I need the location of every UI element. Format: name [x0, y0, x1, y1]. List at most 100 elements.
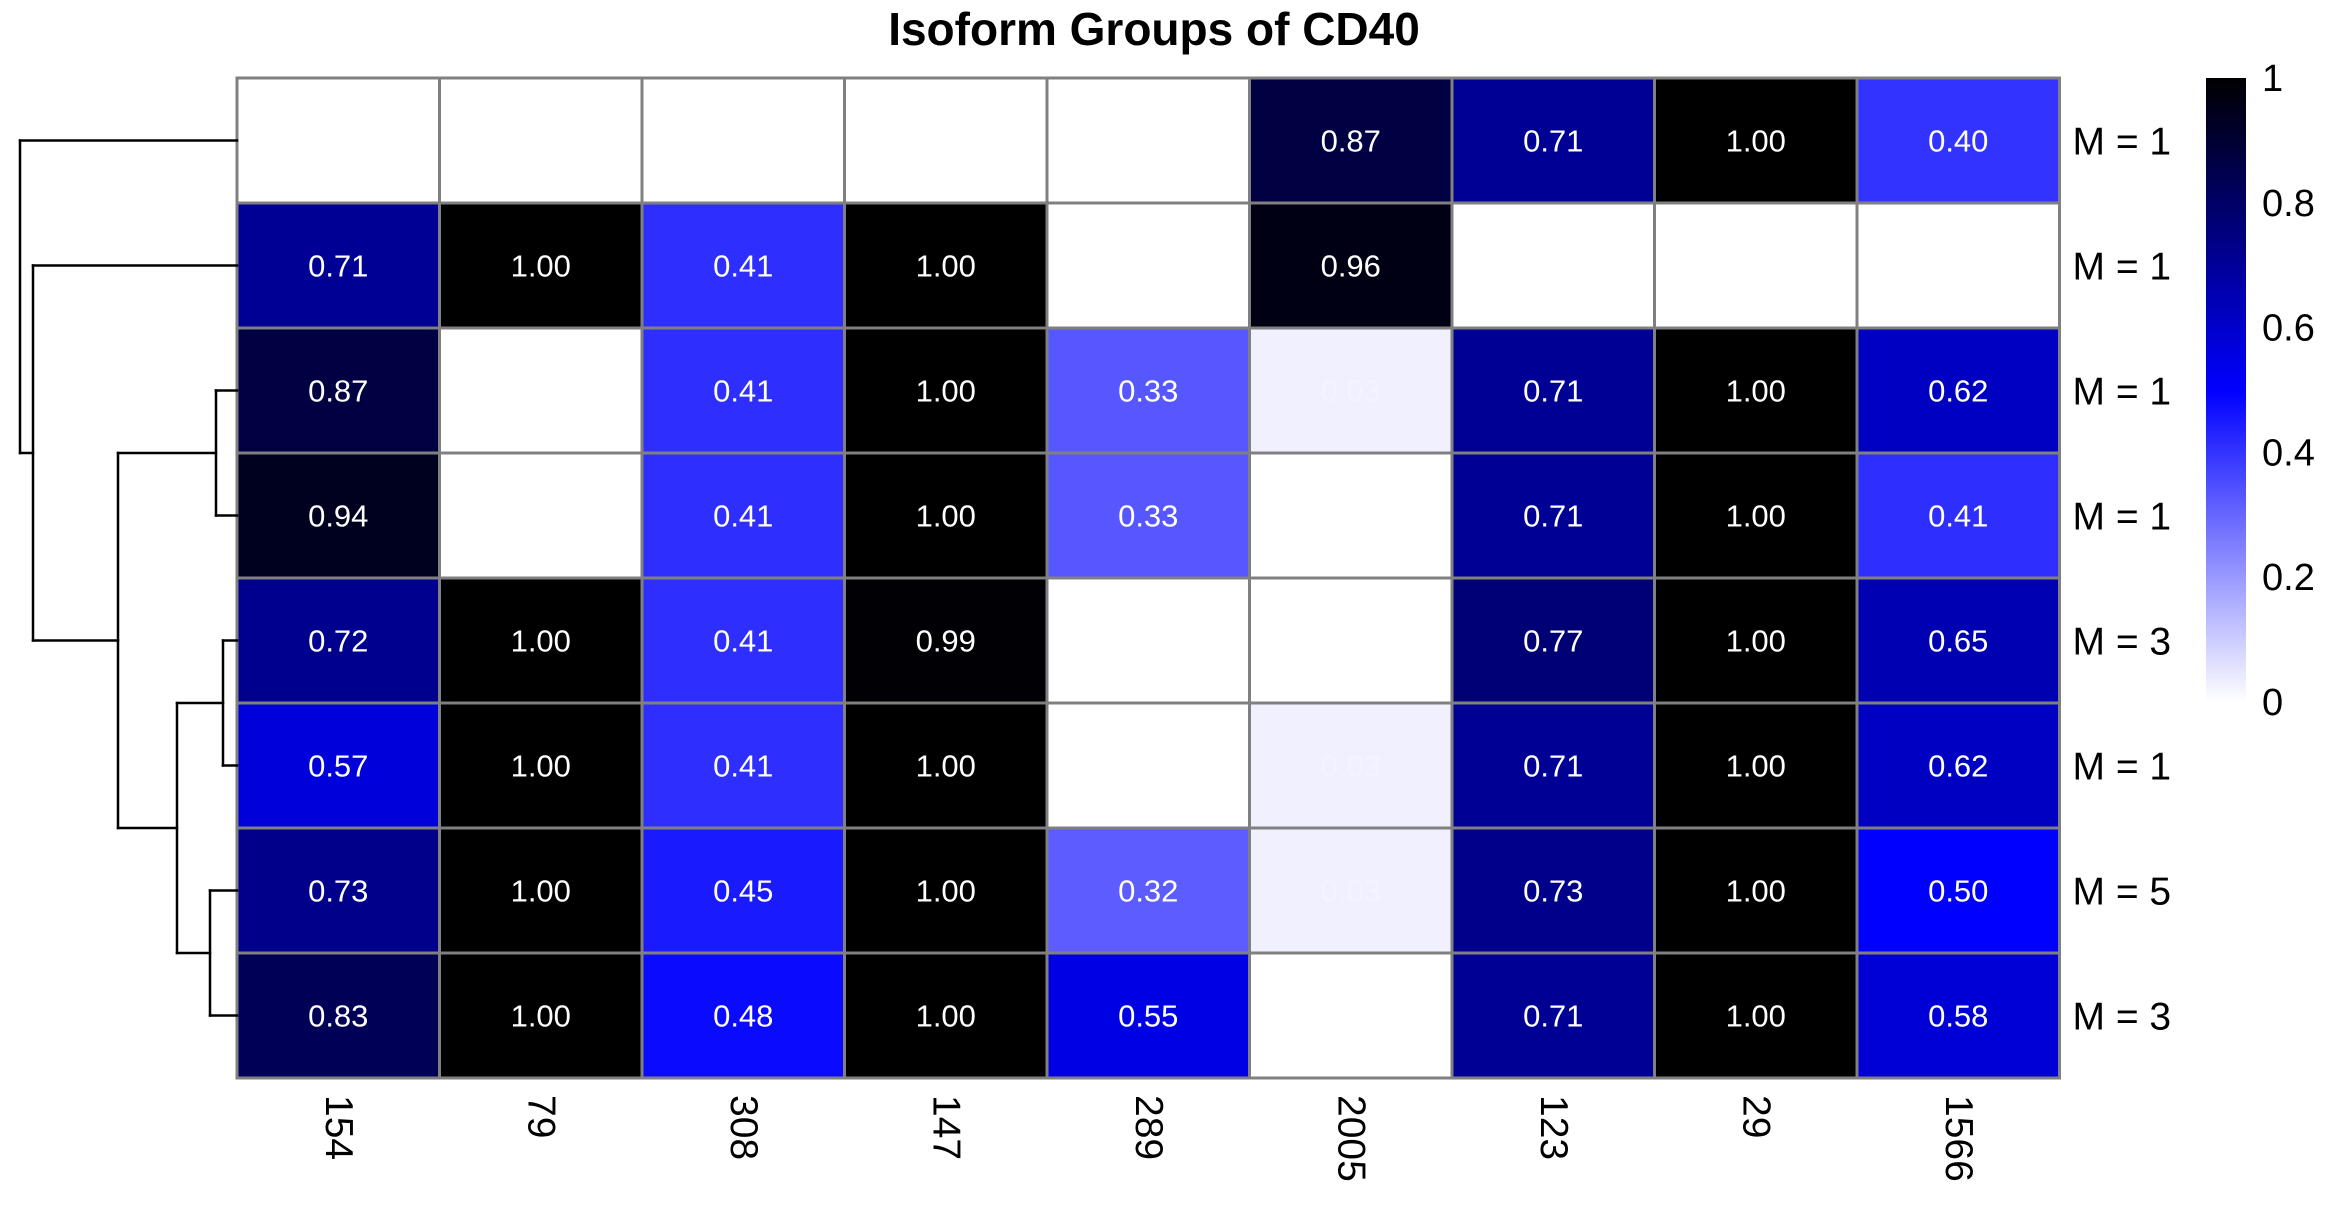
- cell-value-label: 1.00: [511, 874, 571, 909]
- cell-value-label: 0.03: [1321, 874, 1381, 909]
- row-labels: M = 1 M = 1 M = 1 M = 1 M = 3 M = 1 M = 5 M = 3: [2073, 121, 2172, 1039]
- cell-value-label: 0.71: [1523, 999, 1583, 1034]
- row-label: M = 1: [2073, 746, 2172, 789]
- cell-value-label: 0.87: [1321, 124, 1381, 159]
- cell-value-label: 0.71: [1523, 374, 1583, 409]
- cell-value-label: 1.00: [511, 624, 571, 659]
- cell-value-label: 0.99: [916, 624, 976, 659]
- cell-value-label: 1.00: [1726, 749, 1786, 784]
- cell-value-label: 0.71: [1523, 124, 1583, 159]
- heatmap-cell: [1653, 826, 1859, 955]
- cell-value-label: 1.00: [1726, 624, 1786, 659]
- heatmap-cell: [1248, 326, 1454, 455]
- heatmap-cell: [640, 451, 846, 580]
- heatmap-cell: [1855, 76, 2061, 205]
- row-label: M = 3: [2073, 996, 2172, 1039]
- column-labels: 154 79 308 147 289 2005 123 29 1566: [317, 1095, 1980, 1182]
- heatmap-cell: [843, 576, 1049, 705]
- heatmap-cell: [1653, 326, 1859, 455]
- cell-value-label: 0.83: [308, 999, 368, 1034]
- legend-tick-label: 0.8: [2262, 183, 2315, 225]
- cell-value-label: 0.41: [713, 374, 773, 409]
- heatmap-cell: [1045, 576, 1251, 705]
- legend-color-bar: [2206, 78, 2246, 702]
- cell-value-label: 0.71: [1523, 749, 1583, 784]
- heatmap-cell: [640, 76, 846, 205]
- heatmap-cell: [1855, 701, 2061, 830]
- heatmap-cell: [1248, 451, 1454, 580]
- cell-value-label: 0.57: [308, 749, 368, 784]
- heatmap-cell: [1855, 326, 2061, 455]
- cell-value-label: 1.00: [511, 749, 571, 784]
- cell-value-label: 0.41: [713, 249, 773, 284]
- heatmap-cell: [843, 826, 1049, 955]
- cell-value-label: 0.33: [1118, 499, 1178, 534]
- cell-value-label: 0.65: [1928, 624, 1988, 659]
- heatmap-cell: [1248, 76, 1454, 205]
- heatmap-cell: [1045, 201, 1251, 330]
- cell-value-label: 0.62: [1928, 749, 1988, 784]
- legend-tick-label: 0.6: [2262, 308, 2315, 350]
- column-label: 123: [1532, 1095, 1575, 1160]
- legend-tick-label: 0.2: [2262, 557, 2315, 599]
- cell-value-label: 1.00: [1726, 999, 1786, 1034]
- cell-value-label: 0.40: [1928, 124, 1988, 159]
- row-label: M = 1: [2073, 496, 2172, 539]
- heatmap-cell: [640, 826, 846, 955]
- heatmap-cell: [640, 951, 846, 1080]
- heatmap-cell: [438, 201, 644, 330]
- legend-tick-label: 1: [2262, 58, 2283, 100]
- row-label: M = 3: [2073, 621, 2172, 664]
- color-legend: 0 0.2 0.4 0.6 0.8 1: [2206, 58, 2315, 724]
- heatmap-cell: [235, 76, 441, 205]
- heatmap-cell: [1248, 951, 1454, 1080]
- cell-value-label: 1.00: [916, 999, 976, 1034]
- heatmap-cell: [1450, 576, 1656, 705]
- heatmap-cell: [235, 326, 441, 455]
- row-label: M = 1: [2073, 246, 2172, 289]
- legend-tick-label: 0.4: [2262, 432, 2315, 474]
- heatmap-cell: [438, 326, 644, 455]
- heatmap-cell: [1045, 951, 1251, 1080]
- row-label: M = 1: [2073, 121, 2172, 164]
- row-label: M = 5: [2073, 871, 2172, 914]
- heatmap-cell: [1045, 451, 1251, 580]
- cell-value-label: 0.62: [1928, 374, 1988, 409]
- heatmap-cell: [1855, 826, 2061, 955]
- cell-value-label: 1.00: [1726, 499, 1786, 534]
- heatmap-cells: 0.87 0.71 1.00 0.40 0.71 1.00 0.41 1.00 0.96 0.87…: [235, 76, 2061, 1080]
- heatmap-cell: [1450, 451, 1656, 580]
- cell-value-label: 1.00: [1726, 374, 1786, 409]
- heatmap-cell: [843, 76, 1049, 205]
- cell-value-label: 0.41: [713, 624, 773, 659]
- heatmap-cell: [1855, 451, 2061, 580]
- cell-value-label: 0.03: [1321, 749, 1381, 784]
- heatmap-cell: [1248, 701, 1454, 830]
- heatmap-cell: [1045, 701, 1251, 830]
- cell-value-label: 0.73: [308, 874, 368, 909]
- row-label: M = 1: [2073, 371, 2172, 414]
- column-label: 1566: [1937, 1095, 1980, 1182]
- cell-value-label: 0.96: [1321, 249, 1381, 284]
- heatmap-cell: [1450, 951, 1656, 1080]
- heatmap-cell: [438, 76, 644, 205]
- heatmap-cell: [1450, 201, 1656, 330]
- heatmap-cell: [235, 826, 441, 955]
- cell-value-label: 0.50: [1928, 874, 1988, 909]
- legend-tick-label: 0: [2262, 682, 2283, 724]
- cell-value-label: 1.00: [1726, 874, 1786, 909]
- cell-value-label: 0.32: [1118, 874, 1178, 909]
- chart-title: Isoform Groups of CD40: [888, 3, 1420, 55]
- heatmap-cell: [1045, 76, 1251, 205]
- heatmap-cell: [438, 951, 644, 1080]
- cell-value-label: 1.00: [511, 249, 571, 284]
- cell-value-label: 0.41: [1928, 499, 1988, 534]
- heatmap-cell: [235, 951, 441, 1080]
- heatmap-cell: [1653, 951, 1859, 1080]
- column-label: 289: [1127, 1095, 1170, 1160]
- cell-value-label: 1.00: [916, 374, 976, 409]
- row-dendrogram: [18, 139, 239, 1017]
- heatmap-cell: [1855, 576, 2061, 705]
- heatmap-cell: [1450, 76, 1656, 205]
- heatmap-cell: [1248, 576, 1454, 705]
